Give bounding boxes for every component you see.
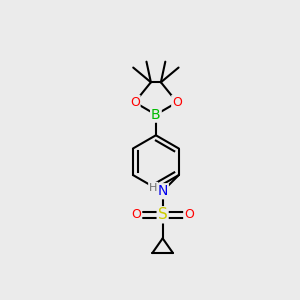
Text: B: B	[151, 108, 161, 122]
Text: O: O	[130, 96, 140, 109]
Text: N: N	[158, 184, 168, 198]
Text: O: O	[184, 208, 194, 221]
Text: S: S	[158, 207, 167, 222]
Text: O: O	[172, 96, 182, 109]
Text: H: H	[149, 183, 158, 193]
Text: O: O	[131, 208, 141, 221]
